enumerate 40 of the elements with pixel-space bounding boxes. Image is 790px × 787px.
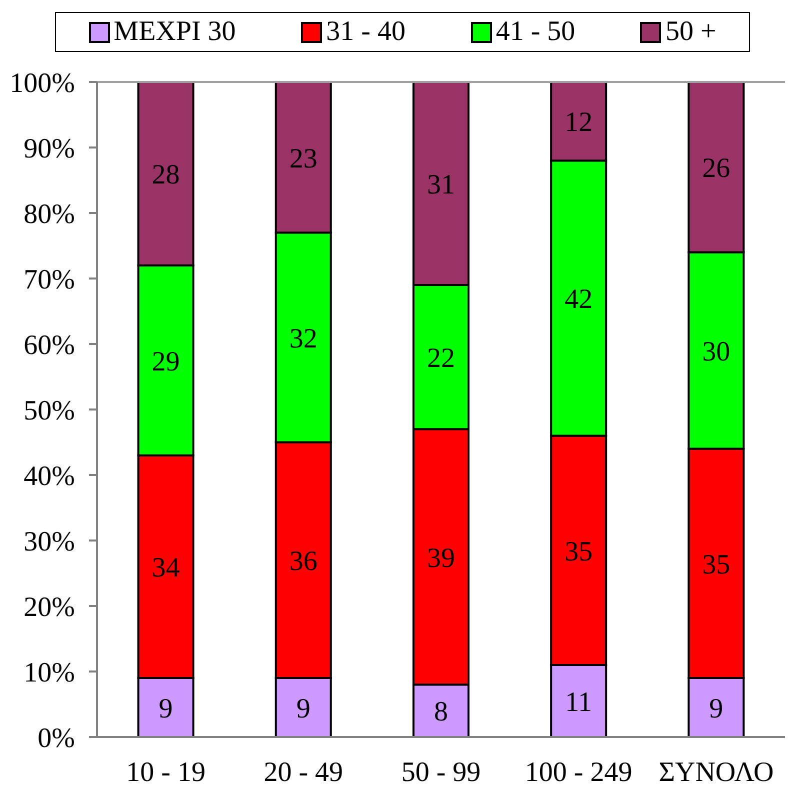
data-label: 9 bbox=[158, 693, 173, 724]
data-label: 35 bbox=[702, 549, 730, 580]
legend-label: 41 - 50 bbox=[496, 16, 576, 48]
legend-label: ΜΕΧΡΙ 30 bbox=[114, 16, 236, 48]
x-tick-label: 20 - 49 bbox=[264, 756, 344, 787]
data-label: 23 bbox=[289, 143, 318, 174]
data-label: 8 bbox=[434, 696, 448, 728]
legend-label: 31 - 40 bbox=[326, 16, 406, 48]
y-tick-label: 100% bbox=[10, 68, 75, 99]
data-label: 30 bbox=[702, 336, 730, 368]
y-tick-label: 50% bbox=[24, 395, 75, 426]
data-label: 34 bbox=[152, 552, 180, 584]
data-label: 9 bbox=[296, 693, 310, 724]
data-label: 11 bbox=[565, 686, 592, 718]
x-tick-label: 10 - 19 bbox=[126, 756, 206, 787]
data-label: 29 bbox=[152, 346, 180, 378]
data-label: 35 bbox=[564, 536, 593, 568]
y-tick-label: 10% bbox=[24, 657, 75, 688]
data-label: 26 bbox=[702, 153, 730, 184]
data-label: 32 bbox=[289, 323, 318, 354]
data-label: 28 bbox=[152, 160, 180, 191]
x-tick-label: 100 - 249 bbox=[524, 756, 632, 787]
y-tick-label: 30% bbox=[24, 526, 75, 558]
data-label: 31 bbox=[426, 169, 455, 200]
data-label: 36 bbox=[289, 546, 318, 578]
y-tick-label: 80% bbox=[24, 198, 75, 230]
y-tick-label: 40% bbox=[24, 460, 75, 492]
data-label: 39 bbox=[426, 542, 455, 574]
x-tick-label: ΣΥΝΟΛΟ bbox=[658, 756, 774, 787]
x-tick-label: 50 - 99 bbox=[401, 756, 481, 787]
y-tick-label: 70% bbox=[24, 264, 75, 296]
data-label: 42 bbox=[564, 284, 593, 316]
y-tick-label: 20% bbox=[24, 592, 75, 623]
data-label: 9 bbox=[709, 693, 724, 724]
y-tick-label: 90% bbox=[24, 133, 75, 164]
y-tick-label: 0% bbox=[38, 722, 75, 754]
data-label: 22 bbox=[426, 343, 455, 374]
data-label: 12 bbox=[564, 107, 593, 138]
legend-label: 50 + bbox=[665, 16, 716, 48]
y-tick-label: 60% bbox=[24, 330, 75, 361]
